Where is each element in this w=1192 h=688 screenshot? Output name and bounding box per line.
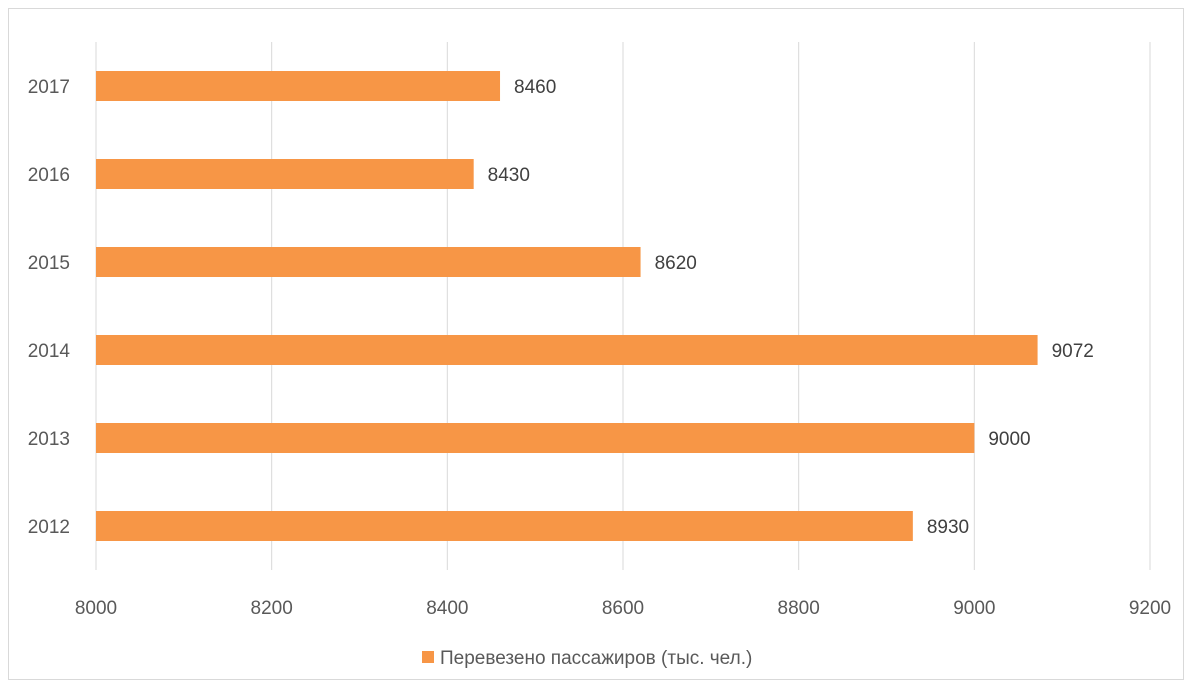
bar	[96, 71, 501, 101]
y-tick-label: 2013	[28, 429, 70, 450]
bar	[96, 335, 1038, 365]
x-tick-label: 8000	[75, 598, 117, 619]
y-tick-label: 2012	[28, 517, 70, 538]
y-tick-label: 2016	[28, 165, 70, 186]
bar	[96, 423, 975, 453]
data-label: 9072	[1052, 341, 1094, 362]
y-tick-label: 2017	[28, 77, 70, 98]
labels: 8000 8200 8400 8600 8800 9000 9200 2012 8930 2013…	[28, 77, 1171, 619]
legend-swatch	[422, 651, 434, 663]
data-label: 8460	[514, 77, 556, 98]
bar	[96, 511, 913, 541]
bar	[96, 159, 474, 189]
legend-label: Перевезено пассажиров (тыс. чел.)	[440, 648, 752, 669]
data-label: 8930	[927, 517, 969, 538]
data-label: 8620	[655, 253, 697, 274]
x-tick-label: 8400	[426, 598, 468, 619]
x-tick-label: 8600	[602, 598, 644, 619]
data-label: 9000	[988, 429, 1030, 450]
x-tick-label: 9000	[953, 598, 995, 619]
x-tick-label: 8200	[251, 598, 293, 619]
bar	[96, 247, 641, 277]
bars	[96, 71, 1038, 541]
legend: Перевезено пассажиров (тыс. чел.)	[422, 648, 752, 669]
gridlines	[95, 42, 1151, 570]
x-tick-label: 8800	[778, 598, 820, 619]
data-label: 8430	[488, 165, 530, 186]
y-tick-label: 2015	[28, 253, 70, 274]
y-tick-label: 2014	[28, 341, 71, 362]
x-tick-label: 9200	[1129, 598, 1171, 619]
